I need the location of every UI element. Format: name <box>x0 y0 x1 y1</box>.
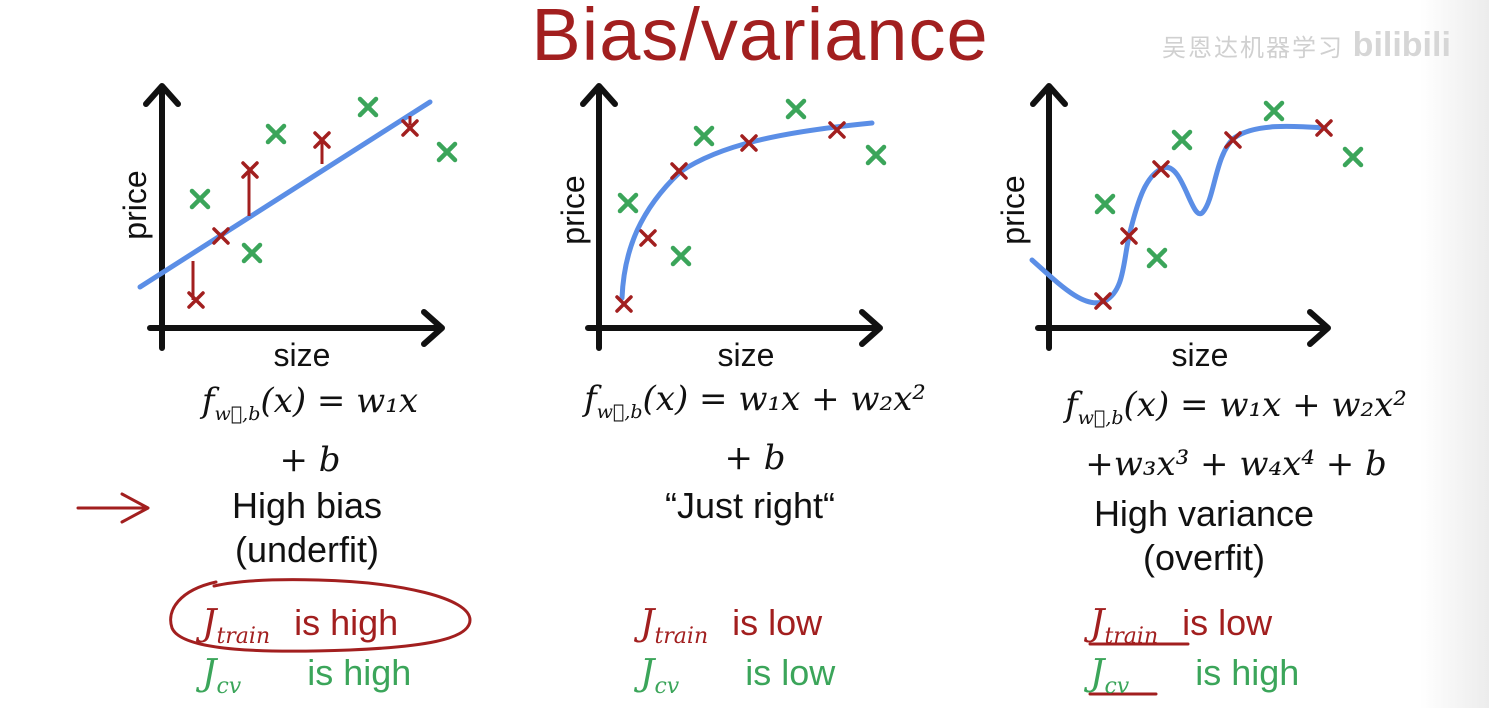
jtrain-high-bias: Jtrain is high <box>202 602 399 650</box>
formula-just-right: fw⃗,b(x) = w₁x + w₂x² + b <box>584 379 926 478</box>
y-axis-label: price <box>555 175 591 244</box>
label-high-bias: High bias (underfit) <box>231 485 383 570</box>
plot-high-bias: price size <box>117 83 455 373</box>
fit-curve <box>619 120 875 301</box>
train-points <box>615 121 846 313</box>
jcv-high-bias: Jcv is high <box>202 652 412 700</box>
plot-high-variance: price size <box>995 83 1361 373</box>
fit-line <box>137 99 433 290</box>
jtrain-high-variance: Jtrain is low <box>1090 602 1273 650</box>
y-axis <box>1030 83 1068 351</box>
label-just-right: “Just right“ <box>664 485 836 526</box>
residual-lines <box>191 116 412 300</box>
x-axis-label: size <box>1172 337 1229 373</box>
fit-curve <box>1029 123 1328 306</box>
formula-high-bias: fw⃗,b(x) = w₁x + b <box>201 381 419 480</box>
circle-annotation <box>169 578 472 653</box>
y-axis-label: price <box>995 175 1031 244</box>
label-high-variance: High variance (overfit) <box>1093 493 1315 578</box>
y-axis <box>580 83 618 351</box>
x-axis <box>1035 309 1331 347</box>
watermark: 吴恩达机器学习 bilibili <box>1162 26 1451 65</box>
arrow-annotation <box>76 492 150 524</box>
train-points <box>1094 119 1333 310</box>
y-axis <box>143 83 181 351</box>
x-axis <box>585 309 883 347</box>
y-axis-label: price <box>117 170 153 239</box>
plot-just-right: price size <box>555 83 884 373</box>
x-axis-label: size <box>274 337 331 373</box>
slide-title: Bias/variance <box>531 0 989 76</box>
formula-high-variance: fw⃗,b(x) = w₁x + w₂x² +w₃x³ + w₄x⁴ + b <box>1065 385 1407 484</box>
train-points <box>187 119 419 309</box>
x-axis-label: size <box>718 337 775 373</box>
jtrain-just-right: Jtrain is low <box>640 602 823 650</box>
x-axis <box>147 309 445 347</box>
pen-annotations <box>76 492 1190 696</box>
right-edge-shade <box>1420 0 1489 708</box>
jcv-high-variance: Jcv is high <box>1090 652 1300 700</box>
jcv-just-right: Jcv is low <box>640 652 836 700</box>
bilibili-logo: bilibili <box>1352 26 1451 64</box>
watermark-text: 吴恩达机器学习 <box>1162 35 1344 62</box>
